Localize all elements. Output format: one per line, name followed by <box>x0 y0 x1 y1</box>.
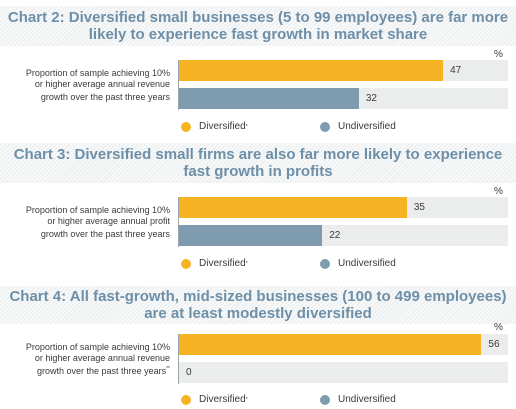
chart-4-row-label-line3: growth over the past three years <box>37 366 167 376</box>
chart-4-value-diversified: 56 <box>488 339 500 350</box>
chart-2-legend-undiversified: Undiversified <box>320 121 396 132</box>
chart-4-title-line1: Chart 4: All fast-growth, mid-sized busi… <box>9 288 507 305</box>
chart-4-legend-dot-undiversified <box>320 394 330 405</box>
chart-3-bar-undiversified <box>179 225 323 246</box>
chart-2-title-band: Chart 2: Diversified small businesses (5… <box>0 6 516 46</box>
chart-3-value-diversified: 35 <box>413 202 425 213</box>
chart-4-legend-diversified: Diversified * <box>181 394 248 405</box>
chart-4-unit: % <box>494 322 503 333</box>
chart-3-unit: % <box>494 186 503 197</box>
chart-4-bar-diversified <box>179 334 482 355</box>
chart-3-legend-label-diversified: Diversified <box>199 258 246 269</box>
chart-3-value-undiversified: 22 <box>329 230 341 241</box>
chart-4-track-undiversified <box>179 362 508 383</box>
chart-3-legend-diversified: Diversified * <box>181 258 248 269</box>
chart-2-value-undiversified: 32 <box>365 93 377 104</box>
chart-2-axis <box>178 60 179 110</box>
chart-2-legend-dot-undiversified <box>320 121 330 132</box>
chart-2-bar-diversified <box>179 60 444 81</box>
chart-3-title-band: Chart 3: Diversified small firms are als… <box>0 143 516 183</box>
chart-2-row-label-line1: Proportion of sample achieving 10% <box>25 68 170 78</box>
chart-3-bar-diversified <box>179 197 407 218</box>
chart-4-legend-undiversified: Undiversified <box>320 394 396 405</box>
chart-2-row-label: Proportion of sample achieving 10% or hi… <box>8 68 170 103</box>
chart-2-row-label-line2: or higher average annual revenue <box>34 79 170 89</box>
chart-2-row-label-line3: growth over the past three years <box>40 92 170 102</box>
chart-2-legend-label-undiversified: Undiversified <box>338 121 396 132</box>
chart-3-legend-sup: * <box>245 260 248 267</box>
chart-4-title: Chart 4: All fast-growth, mid-sized busi… <box>0 288 516 322</box>
chart-4-row-label: Proportion of sample achieving 10% or hi… <box>8 342 170 377</box>
chart-3-row-label: Proportion of sample achieving 10% or hi… <box>8 205 170 240</box>
chart-3-row-label-line3: growth over the past three years <box>40 229 170 239</box>
chart-4-row-label-sup: ** <box>166 366 170 372</box>
chart-3-title-line2: fast growth in profits <box>183 163 333 180</box>
chart-3-row-label-line1: Proportion of sample achieving 10% <box>25 205 170 215</box>
chart-2-legend-dot-diversified <box>181 121 191 132</box>
chart-3-legend-label-undiversified: Undiversified <box>338 258 396 269</box>
chart-3-legend-dot-diversified <box>181 258 191 269</box>
chart-3-legend-undiversified: Undiversified <box>320 258 396 269</box>
chart-2-value-diversified: 47 <box>450 65 462 76</box>
chart-3-row-label-line2: or higher average annual profit <box>47 216 170 226</box>
chart-4-legend-dot-diversified <box>181 394 191 405</box>
chart-4-value-undiversified: 0 <box>186 367 192 378</box>
chart-3-title-line1: Chart 3: Diversified small firms are als… <box>13 146 503 163</box>
chart-4-title-band: Chart 4: All fast-growth, mid-sized busi… <box>0 286 516 324</box>
chart-2-title-line2: likely to experience fast growth in mark… <box>88 26 428 43</box>
chart-2-legend-label-diversified: Diversified <box>199 121 246 132</box>
chart-3-title: Chart 3: Diversified small firms are als… <box>0 146 516 180</box>
chart-3-legend-dot-undiversified <box>320 258 330 269</box>
chart-4-legend-sup: * <box>245 396 248 403</box>
chart-2-legend-sup: * <box>245 123 248 130</box>
chart-4-axis <box>178 334 179 384</box>
chart-2-legend-diversified: Diversified * <box>181 121 248 132</box>
chart-4-row-label-line2: or higher average annual revenue <box>34 353 170 363</box>
chart-4-legend-label-undiversified: Undiversified <box>338 394 396 405</box>
chart-4-row-label-line1: Proportion of sample achieving 10% <box>25 342 170 352</box>
chart-4-legend-label-diversified: Diversified <box>199 394 246 405</box>
chart-2-unit: % <box>494 49 503 60</box>
chart-2-bar-undiversified <box>179 88 359 109</box>
chart-4-title-line2: are at least modestly diversified <box>144 305 372 322</box>
chart-2-title: Chart 2: Diversified small businesses (5… <box>0 9 516 43</box>
chart-3-axis <box>178 197 179 247</box>
chart-2-title-line1: Chart 2: Diversified small businesses (5… <box>7 9 509 26</box>
